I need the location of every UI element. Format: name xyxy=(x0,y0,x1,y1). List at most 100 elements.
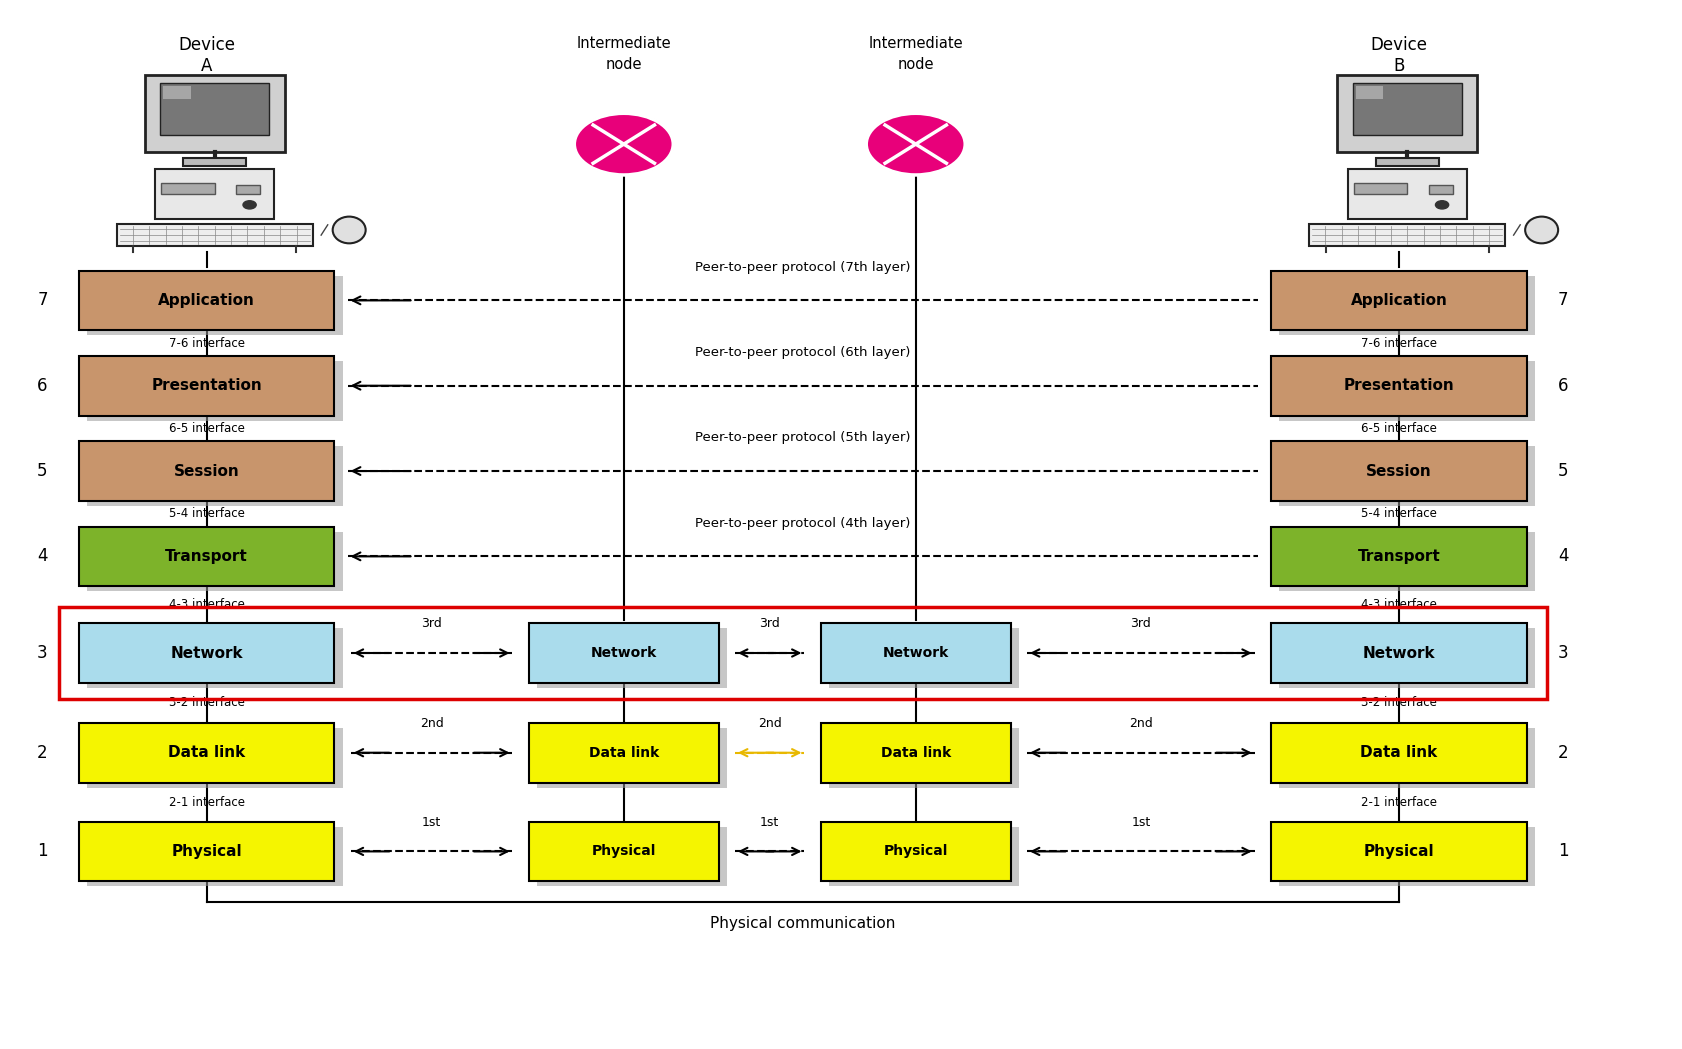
Text: 4-3 interface: 4-3 interface xyxy=(168,598,244,612)
Text: 2-1 interface: 2-1 interface xyxy=(1361,795,1436,809)
Text: 2: 2 xyxy=(37,744,47,762)
Text: node: node xyxy=(606,57,641,71)
FancyBboxPatch shape xyxy=(87,361,343,421)
Text: 2-1 interface: 2-1 interface xyxy=(168,795,244,809)
FancyBboxPatch shape xyxy=(79,821,335,881)
FancyBboxPatch shape xyxy=(829,827,1018,886)
Text: A: A xyxy=(200,57,212,74)
FancyBboxPatch shape xyxy=(1356,86,1383,100)
FancyBboxPatch shape xyxy=(161,184,215,194)
Text: 3-2 interface: 3-2 interface xyxy=(168,697,244,709)
Text: Data link: Data link xyxy=(880,746,950,759)
FancyBboxPatch shape xyxy=(87,827,343,886)
FancyBboxPatch shape xyxy=(537,728,727,788)
Text: 3-2 interface: 3-2 interface xyxy=(1361,697,1436,709)
FancyBboxPatch shape xyxy=(528,623,718,683)
FancyBboxPatch shape xyxy=(87,532,343,592)
Text: 2: 2 xyxy=(1558,744,1568,762)
FancyBboxPatch shape xyxy=(1270,527,1526,586)
Text: 5-4 interface: 5-4 interface xyxy=(168,508,244,520)
Text: 1: 1 xyxy=(1558,842,1568,860)
Circle shape xyxy=(866,113,965,175)
Text: Network: Network xyxy=(881,646,949,660)
Text: 1: 1 xyxy=(37,842,47,860)
Text: Transport: Transport xyxy=(1357,549,1440,564)
Text: Network: Network xyxy=(590,646,656,660)
Text: Data link: Data link xyxy=(168,745,246,761)
Text: B: B xyxy=(1393,57,1404,74)
FancyBboxPatch shape xyxy=(160,83,269,135)
Text: 5-4 interface: 5-4 interface xyxy=(1361,508,1436,520)
FancyBboxPatch shape xyxy=(1374,158,1438,166)
Text: 7-6 interface: 7-6 interface xyxy=(1361,337,1436,349)
FancyBboxPatch shape xyxy=(79,356,335,415)
Text: 7: 7 xyxy=(1558,292,1568,309)
Text: 3: 3 xyxy=(37,644,47,662)
Text: Application: Application xyxy=(158,293,254,308)
Text: Transport: Transport xyxy=(165,549,247,564)
FancyBboxPatch shape xyxy=(79,623,335,683)
FancyBboxPatch shape xyxy=(155,169,274,218)
FancyBboxPatch shape xyxy=(87,728,343,788)
FancyBboxPatch shape xyxy=(821,723,1009,783)
Text: Network: Network xyxy=(170,645,242,661)
FancyBboxPatch shape xyxy=(1309,223,1504,247)
FancyBboxPatch shape xyxy=(1270,723,1526,783)
FancyBboxPatch shape xyxy=(1336,74,1477,152)
FancyBboxPatch shape xyxy=(1347,169,1467,218)
Text: Physical: Physical xyxy=(883,844,947,858)
FancyBboxPatch shape xyxy=(1270,356,1526,415)
FancyBboxPatch shape xyxy=(1278,827,1534,886)
FancyBboxPatch shape xyxy=(829,628,1018,688)
Text: Session: Session xyxy=(1366,464,1431,478)
Text: Presentation: Presentation xyxy=(151,379,262,393)
Circle shape xyxy=(574,113,673,175)
FancyBboxPatch shape xyxy=(537,628,727,688)
Text: Peer-to-peer protocol (4th layer): Peer-to-peer protocol (4th layer) xyxy=(695,517,910,530)
Circle shape xyxy=(1435,200,1448,209)
Text: Data link: Data link xyxy=(1359,745,1436,761)
Text: 6-5 interface: 6-5 interface xyxy=(168,422,244,435)
Text: Physical: Physical xyxy=(172,843,242,859)
FancyBboxPatch shape xyxy=(87,276,343,336)
Text: 1st: 1st xyxy=(760,816,779,829)
Text: Application: Application xyxy=(1349,293,1447,308)
Text: Intermediate: Intermediate xyxy=(577,37,671,51)
FancyBboxPatch shape xyxy=(1270,442,1526,500)
FancyBboxPatch shape xyxy=(1270,271,1526,330)
FancyBboxPatch shape xyxy=(821,821,1009,881)
FancyBboxPatch shape xyxy=(1278,447,1534,506)
Text: 4: 4 xyxy=(37,548,47,565)
FancyBboxPatch shape xyxy=(1270,623,1526,683)
FancyBboxPatch shape xyxy=(116,223,313,247)
Text: Data link: Data link xyxy=(589,746,659,759)
FancyBboxPatch shape xyxy=(528,723,718,783)
Text: 2nd: 2nd xyxy=(1129,718,1152,730)
Text: 4-3 interface: 4-3 interface xyxy=(1361,598,1436,612)
FancyBboxPatch shape xyxy=(537,827,727,886)
FancyBboxPatch shape xyxy=(1278,728,1534,788)
Text: 5: 5 xyxy=(1558,462,1568,480)
Ellipse shape xyxy=(1524,216,1558,243)
FancyBboxPatch shape xyxy=(87,628,343,688)
FancyBboxPatch shape xyxy=(1270,821,1526,881)
Text: 2nd: 2nd xyxy=(419,718,444,730)
FancyBboxPatch shape xyxy=(829,728,1018,788)
FancyBboxPatch shape xyxy=(183,158,246,166)
Text: Physical communication: Physical communication xyxy=(710,916,895,932)
FancyBboxPatch shape xyxy=(1352,184,1406,194)
Text: Session: Session xyxy=(173,464,239,478)
FancyBboxPatch shape xyxy=(87,447,343,506)
FancyBboxPatch shape xyxy=(79,442,335,500)
Text: 3rd: 3rd xyxy=(759,618,780,630)
Text: 4: 4 xyxy=(1558,548,1568,565)
FancyBboxPatch shape xyxy=(145,74,284,152)
FancyBboxPatch shape xyxy=(1278,361,1534,421)
Text: 6-5 interface: 6-5 interface xyxy=(1361,422,1436,435)
FancyBboxPatch shape xyxy=(163,86,190,100)
Text: Physical: Physical xyxy=(1362,843,1433,859)
FancyBboxPatch shape xyxy=(79,527,335,586)
Text: Physical: Physical xyxy=(592,844,656,858)
Text: 3: 3 xyxy=(1558,644,1568,662)
FancyBboxPatch shape xyxy=(1278,276,1534,336)
